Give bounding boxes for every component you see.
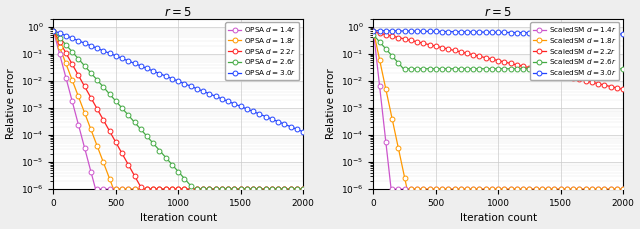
Y-axis label: Relative error: Relative error [6, 68, 15, 139]
X-axis label: Iteration count: Iteration count [140, 213, 217, 224]
Legend: OPSA $d = 1.4r$, OPSA $d = 1.8r$, OPSA $d = 2.2r$, OPSA $d = 2.6r$, OPSA $d = 3.: OPSA $d = 1.4r$, OPSA $d = 1.8r$, OPSA $… [225, 22, 300, 80]
Title: $r = 5$: $r = 5$ [164, 5, 192, 19]
Title: $r = 5$: $r = 5$ [484, 5, 512, 19]
X-axis label: Iteration count: Iteration count [460, 213, 537, 224]
Y-axis label: Relative error: Relative error [326, 68, 335, 139]
Legend: ScaledSM $d = 1.4r$, ScaledSM $d = 1.8r$, ScaledSM $d = 2.2r$, ScaledSM $d = 2.6: ScaledSM $d = 1.4r$, ScaledSM $d = 1.8r$… [530, 22, 620, 80]
